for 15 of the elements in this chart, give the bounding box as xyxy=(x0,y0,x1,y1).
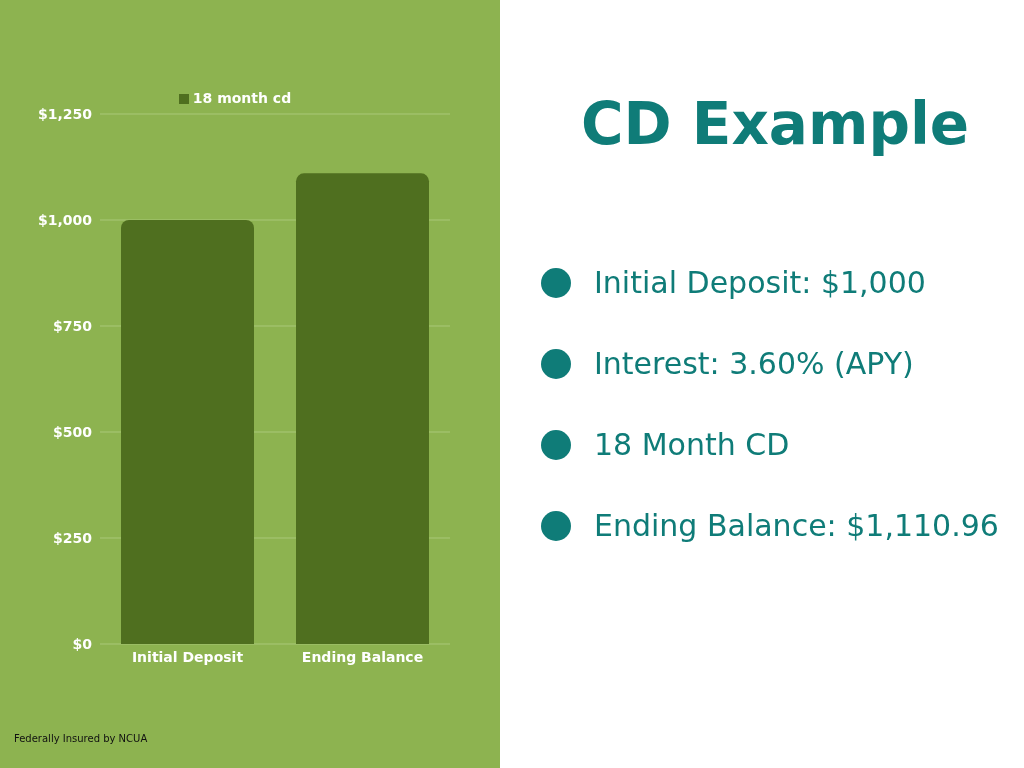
y-tick-label: $750 xyxy=(53,317,93,334)
legend-label: 18 month cd xyxy=(192,90,292,106)
y-tick-label: $0 xyxy=(72,635,93,652)
x-tick-label: Initial Deposit xyxy=(131,648,244,665)
text: 18 Month CD xyxy=(594,427,790,462)
y-tick-label: $1,250 xyxy=(37,105,93,122)
y-tick-label: $500 xyxy=(53,423,93,440)
text: Ending Balance: $1,110.96 xyxy=(594,508,999,543)
y-tick-label: $250 xyxy=(53,529,93,546)
text: Interest: 3.60% (APY) xyxy=(594,346,914,381)
y-tick-label: $1,000 xyxy=(37,211,93,228)
text: CD Example xyxy=(579,90,971,158)
text: Initial Deposit: $1,000 xyxy=(594,265,926,300)
text: Federally Insured by NCUA xyxy=(14,733,148,744)
x-tick-label: Ending Balance xyxy=(301,648,424,665)
